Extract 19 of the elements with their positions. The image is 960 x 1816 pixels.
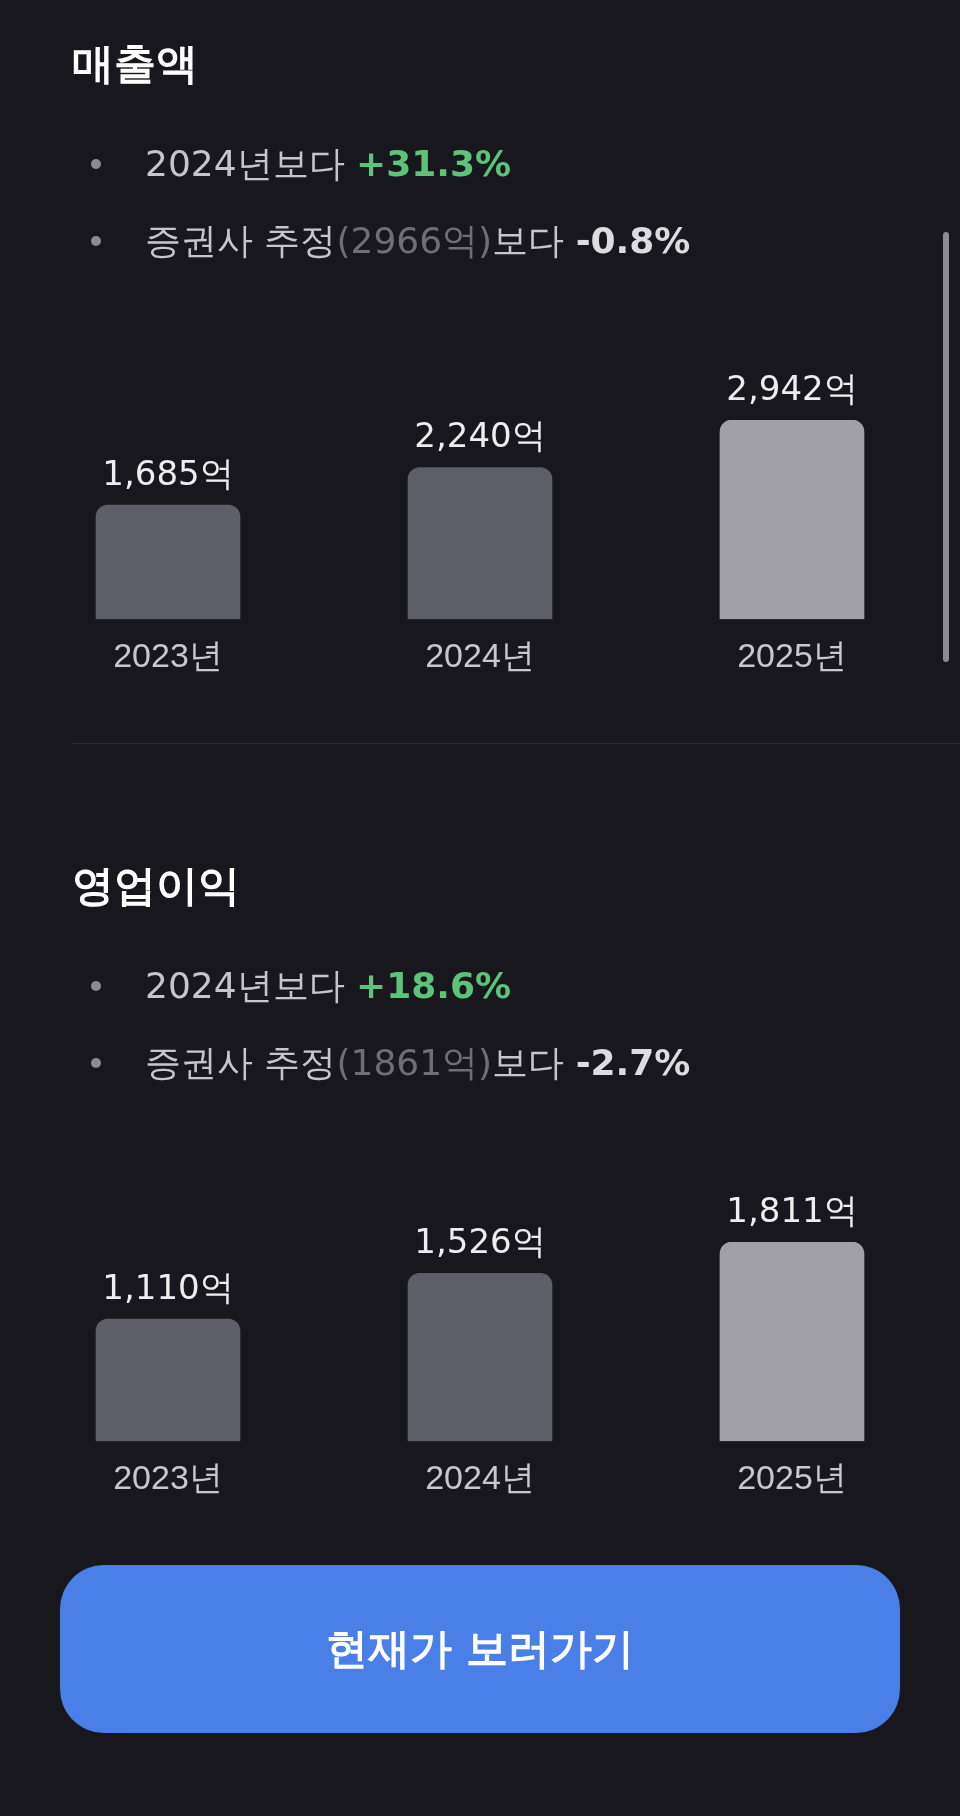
data-label: 1,110억 xyxy=(102,1266,234,1307)
chart-title: 영업이익 xyxy=(72,860,240,912)
x-tick-label: 2025년 xyxy=(737,635,847,674)
x-tick-label: 2024년 xyxy=(425,1457,535,1496)
text: 2024년보다 +18.6% xyxy=(145,965,512,1006)
x-tick-label: 2024년 xyxy=(425,635,535,674)
text: 증권사 추정(1861억)보다 -2.7% xyxy=(145,1042,691,1083)
chart-title: 매출액 xyxy=(72,38,198,90)
data-label: 1,526억 xyxy=(414,1221,546,1262)
data-label: 2,942억 xyxy=(726,367,858,408)
data-label: 1,685억 xyxy=(102,452,234,493)
x-tick-label: 2025년 xyxy=(737,1457,847,1496)
x-tick-label: 2023년 xyxy=(113,1457,223,1496)
text: 증권사 추정(2966억)보다 -0.8% xyxy=(145,220,691,261)
data-label: 2,240억 xyxy=(414,415,546,456)
x-tick-label: 2023년 xyxy=(113,635,223,674)
text: 2024년보다 +31.3% xyxy=(145,143,512,184)
data-label: 1,811억 xyxy=(726,1189,858,1230)
text: 현재가 보러가기 xyxy=(60,1565,900,1733)
